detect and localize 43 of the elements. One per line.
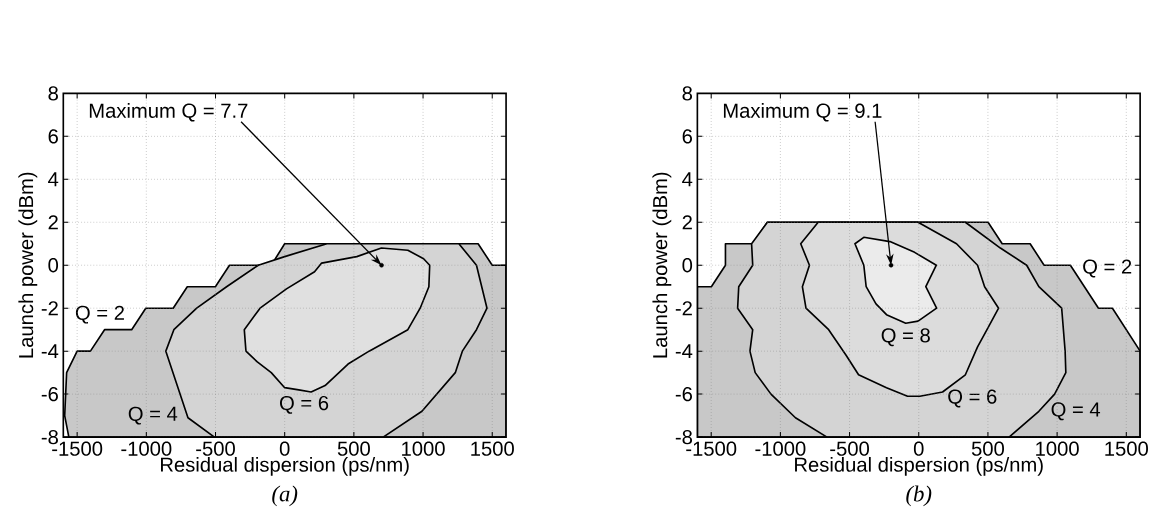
y-tick-label: 8 [48, 86, 58, 101]
x-tick-label: 0 [279, 441, 290, 456]
x-tick-label: -1000 [121, 441, 172, 456]
x-tick-label: 1500 [1105, 441, 1148, 456]
text: (b) [906, 485, 932, 506]
annotation: Maximum Q = 7.7 [89, 102, 248, 122]
y-tick-label: 0 [48, 257, 59, 273]
y-tick-label: 8 [682, 86, 693, 101]
x-tick-label: 1000 [402, 441, 445, 456]
y-tick-label: -6 [675, 386, 692, 402]
x-tick-label: 500 [971, 441, 1004, 456]
y-axis-title: Launch power (dBm) [652, 172, 672, 358]
annotation: Q = 8 [881, 328, 930, 346]
y-tick-label: 6 [48, 129, 58, 144]
y-tick-label: -2 [675, 300, 692, 316]
y-axis-title: Launch power (dBm) [18, 172, 38, 358]
x-tick-label: 500 [337, 441, 370, 456]
x-tick-label: -1000 [755, 441, 806, 456]
x-tick-label: 1500 [471, 441, 514, 456]
text: (a) [272, 485, 298, 506]
annotation: Q = 2 [75, 305, 124, 324]
annotation: Q = 6 [948, 389, 997, 408]
y-tick-label: 0 [682, 257, 693, 273]
annotation: Q = 6 [280, 395, 329, 414]
y-tick-label: 2 [48, 215, 58, 230]
annotation: Q = 4 [128, 406, 178, 425]
y-tick-label: -6 [41, 386, 58, 402]
x-tick-label: -500 [830, 441, 869, 456]
y-tick-label: 6 [682, 129, 692, 144]
y-tick-label: 4 [48, 172, 59, 187]
y-tick-label: -2 [41, 300, 58, 316]
y-tick-label: 4 [682, 172, 693, 187]
annotation: Q = 4 [1051, 402, 1101, 421]
annotation: Q = 2 [1083, 259, 1132, 278]
y-tick-label: 2 [682, 215, 692, 230]
y-tick-label: -4 [675, 344, 693, 358]
annotation: Maximum Q = 9.1 [723, 102, 882, 122]
x-axis-title: Residual dispersion (ps/nm) [795, 456, 1043, 476]
x-tick-label: -500 [196, 441, 235, 456]
x-tick-label: 0 [913, 441, 924, 456]
x-tick-label: 1000 [1036, 441, 1079, 456]
y-tick-label: -4 [41, 344, 59, 358]
x-axis-title: Residual dispersion (ps/nm) [161, 456, 409, 476]
